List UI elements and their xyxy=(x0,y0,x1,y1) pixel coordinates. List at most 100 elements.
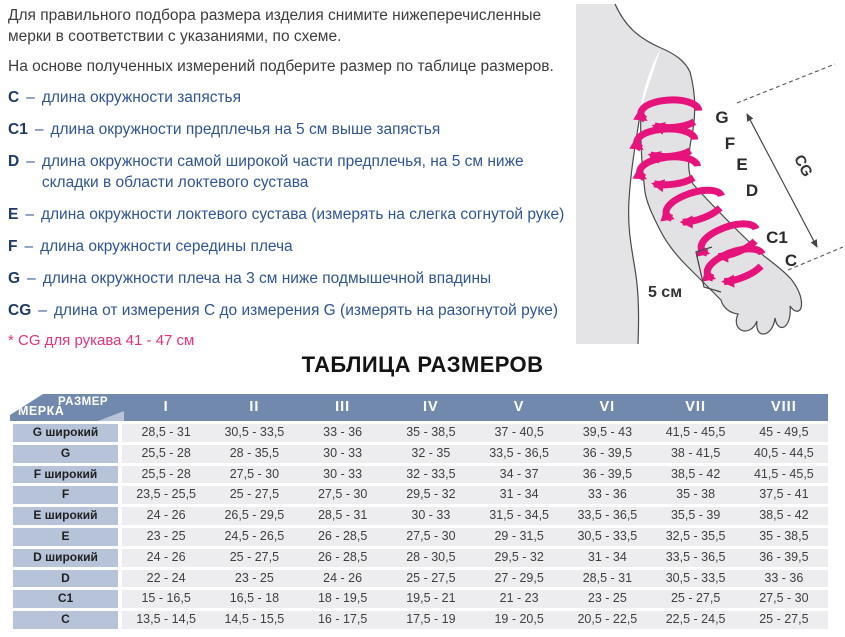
size-table: РАЗМЕР МЕРКА I II III IV V VI VII VIII G широки… xyxy=(10,394,828,629)
measurement-term: CG xyxy=(8,302,32,319)
row-values: 25,5 - 28 27,5 - 30 30 - 33 32 - 33,5 34 - 3… xyxy=(122,465,828,484)
size-range-cell: 23 - 25 xyxy=(587,591,627,606)
cg-dashed-guide-bottom xyxy=(787,246,844,271)
size-range-cell: 19 - 20,5 xyxy=(494,612,544,627)
row-label: E xyxy=(13,527,118,546)
size-range-cell: 33 - 36 xyxy=(323,425,363,439)
cg-dashed-guide-top xyxy=(736,63,836,104)
row-label: F широкий xyxy=(13,465,118,484)
measurement-term: E xyxy=(8,206,19,223)
size-range-cell: 30 - 33 xyxy=(323,466,363,481)
size-range-cell: 16 - 17,5 xyxy=(317,612,368,627)
size-range-cell: 18 - 19,5 xyxy=(317,591,368,606)
size-range-cell: 31,5 - 34,5 xyxy=(489,508,549,523)
size-range-cell: 45 - 49,5 xyxy=(759,425,809,439)
size-range-cell: 28 - 30,5 xyxy=(406,549,456,564)
measurement-description: длина окружности плеча на 3 см ниже подм… xyxy=(42,270,492,287)
row-label: G широкий xyxy=(13,424,118,442)
measurement-band xyxy=(701,245,766,288)
size-column-header-III: III xyxy=(335,399,351,415)
row-values: 28,5 - 31 30,5 - 33,5 33 - 36 35 - 38,5 37 -… xyxy=(122,424,828,442)
size-range-cell: 15 - 16,5 xyxy=(141,591,191,606)
size-range-cell: 41,5 - 45,5 xyxy=(753,466,814,481)
size-table-corner: РАЗМЕР МЕРКА xyxy=(10,394,122,421)
row-values: 25,5 - 28 28 - 35,5 30 - 33 32 - 35 33,5 - 3… xyxy=(122,444,828,463)
size-range-cell: 28,5 - 31 xyxy=(317,508,368,523)
table-row: C 13,5 - 14,5 14,5 - 15,5 16 - 17,5 17,5 - 1… xyxy=(10,611,828,629)
measurement-band xyxy=(632,153,701,193)
dash: – xyxy=(34,121,44,138)
diagram-label-5cm: 5 см xyxy=(648,284,682,301)
size-range-cell: 37 - 40,5 xyxy=(494,425,544,439)
diagram-label-f: F xyxy=(725,134,735,153)
measurement-description: длина окружности локтевого сустава (изме… xyxy=(40,206,565,223)
table-row: F 23,5 - 25,5 25 - 27,5 27,5 - 30 29,5 - 32 3… xyxy=(10,486,828,505)
size-range-cell: 37,5 - 41 xyxy=(759,487,809,502)
measurement-description: длина окружности запястья xyxy=(41,89,242,106)
measurement-band xyxy=(660,186,725,229)
size-range-cell: 25 - 27,5 xyxy=(670,591,721,606)
row-label: G xyxy=(13,444,118,463)
size-range-cell: 25 - 27,5 xyxy=(229,549,280,564)
cg-sleeve-note: * CG для рукава 41 - 47 см xyxy=(8,332,195,349)
measurement-term: G xyxy=(8,270,21,287)
dash: – xyxy=(27,270,36,287)
table-row: G широкий 28,5 - 31 30,5 - 33,5 33 - 36 35 -… xyxy=(10,424,828,442)
size-range-cell: 29 - 31,5 xyxy=(494,528,544,543)
size-range-cell: 13,5 - 14,5 xyxy=(136,612,196,627)
size-range-cell: 23 - 25 xyxy=(234,570,274,585)
size-column-header-VII: VII xyxy=(685,399,706,415)
size-range-cell: 25,5 - 28 xyxy=(141,445,191,460)
size-range-cell: 24 - 26 xyxy=(323,570,363,585)
size-range-cell: 30,5 - 33,5 xyxy=(224,425,285,439)
size-range-cell: 35 - 38 xyxy=(676,487,716,502)
diagram-label-cg: CG xyxy=(790,152,816,180)
row-label: E широкий xyxy=(13,507,118,525)
diagram-label-e: E xyxy=(736,155,747,174)
row-label: D широкий xyxy=(13,548,118,567)
size-range-cell: 34 - 37 xyxy=(499,466,539,481)
size-range-cell: 30,5 - 33,5 xyxy=(577,528,638,543)
row-values: 24 - 26 26,5 - 29,5 28,5 - 31 30 - 33 31,5 -… xyxy=(122,507,828,525)
size-range-cell: 24 - 26 xyxy=(146,508,186,523)
size-range-cell: 28,5 - 31 xyxy=(582,570,633,585)
row-values: 24 - 26 25 - 27,5 26 - 28,5 28 - 30,5 29,5 -… xyxy=(122,548,828,567)
size-range-cell: 25 - 27,5 xyxy=(759,612,809,627)
torso-silhouette xyxy=(576,4,661,344)
size-range-cell: 31 - 34 xyxy=(499,487,539,502)
row-values: 13,5 - 14,5 14,5 - 15,5 16 - 17,5 17,5 - 19… xyxy=(122,611,828,629)
size-range-cell: 29,5 - 32 xyxy=(494,549,544,564)
measurement-term: C xyxy=(8,89,20,106)
size-range-cell: 26 - 28,5 xyxy=(317,549,368,564)
size-table-title: ТАБЛИЦА РАЗМЕРОВ xyxy=(301,352,544,377)
size-range-cell: 29,5 - 32 xyxy=(406,487,456,502)
size-range-cell: 22 - 24 xyxy=(146,570,186,585)
size-range-cell: 33,5 - 36,5 xyxy=(577,508,638,523)
table-row: G 25,5 - 28 28 - 35,5 30 - 33 32 - 35 33,5 - … xyxy=(10,444,828,463)
size-range-cell: 35 - 38,5 xyxy=(406,425,456,439)
size-column-header-V: V xyxy=(513,399,525,415)
size-range-cell: 23,5 - 25,5 xyxy=(136,487,196,502)
size-range-cell: 23 - 25 xyxy=(146,528,186,543)
size-range-cell: 40,5 - 44,5 xyxy=(753,445,814,460)
row-values: 22 - 24 23 - 25 24 - 26 25 - 27,5 27 - 29,5 2… xyxy=(122,569,828,588)
size-column-header-IV: IV xyxy=(423,399,439,415)
arm-silhouette xyxy=(640,48,802,334)
diagram-label-g: G xyxy=(715,108,728,127)
table-row: E широкий 24 - 26 26,5 - 29,5 28,5 - 31 30 -… xyxy=(10,507,828,525)
size-range-cell: 38,5 - 42 xyxy=(759,508,809,523)
size-range-cell: 33,5 - 36,5 xyxy=(489,445,549,460)
size-range-cell: 32 - 33,5 xyxy=(406,466,456,481)
table-row: D широкий 24 - 26 25 - 27,5 26 - 28,5 28 - 3… xyxy=(10,548,828,567)
size-range-cell: 19,5 - 21 xyxy=(406,591,456,606)
size-range-cell: 17,5 - 19 xyxy=(406,612,456,627)
size-range-cell: 32 - 35 xyxy=(411,445,451,460)
row-label: F xyxy=(13,486,118,505)
size-table-body: G широкий 28,5 - 31 30,5 - 33,5 33 - 36 35 -… xyxy=(10,424,828,629)
dash: – xyxy=(24,238,34,255)
size-table-header: РАЗМЕР МЕРКА I II III IV V VI VII VIII xyxy=(10,394,828,421)
size-range-cell: 27,5 - 30 xyxy=(759,591,809,606)
size-range-cell: 26,5 - 29,5 xyxy=(224,508,285,523)
row-label: C1 xyxy=(13,590,118,609)
